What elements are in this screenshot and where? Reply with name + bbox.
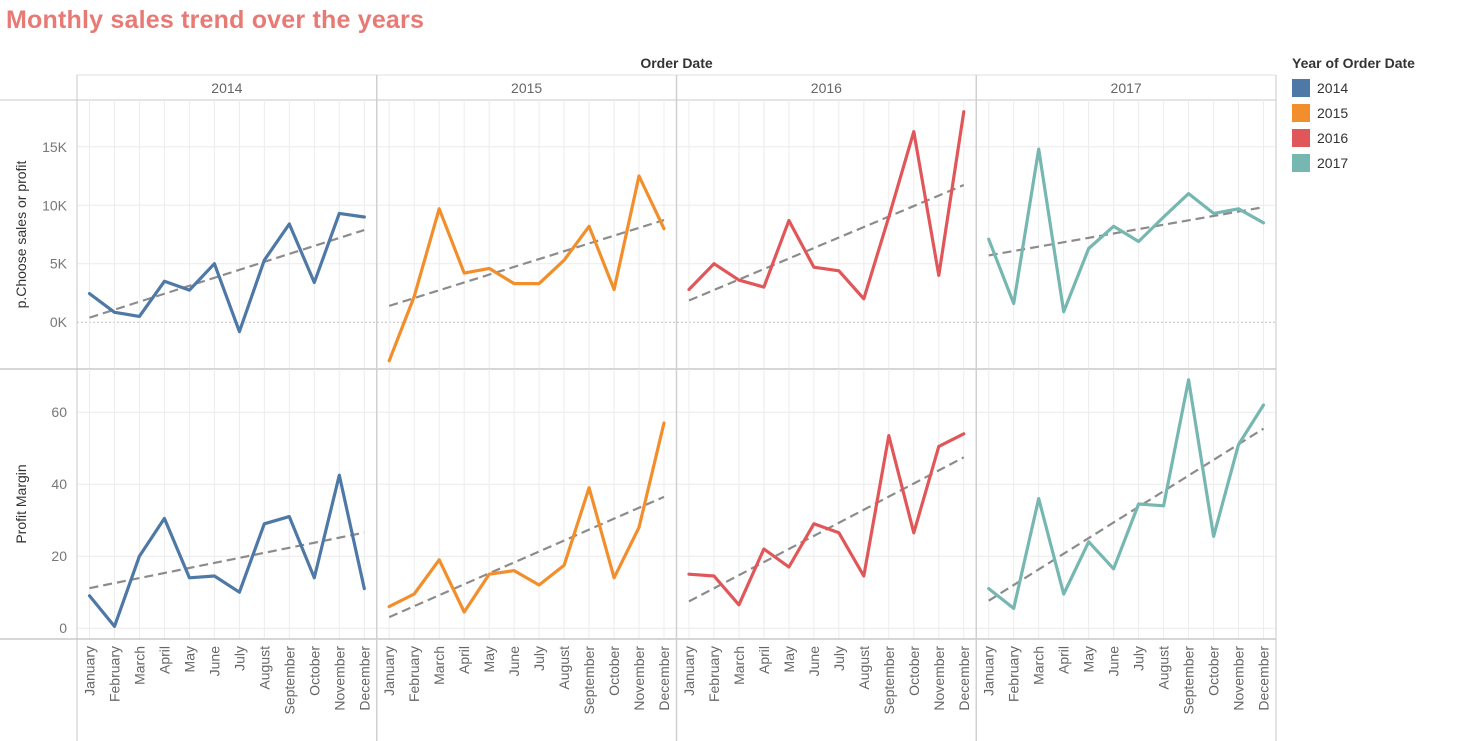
trend-line-2014 [89, 531, 365, 590]
x-tick-label: January [981, 646, 997, 696]
y-tick-label: 5K [50, 256, 68, 272]
series-line-2017 [987, 378, 1266, 611]
trend-line-2017 [988, 427, 1265, 602]
x-tick-label: November [1231, 646, 1247, 711]
x-tick-label: April [756, 646, 772, 674]
x-tick-label: December [656, 646, 672, 711]
y-tick-label: 60 [51, 404, 67, 420]
x-tick-label: June [806, 646, 822, 677]
legend-label: 2015 [1317, 104, 1349, 121]
x-tick-label: August [556, 646, 572, 690]
x-tick-label: May [481, 646, 497, 672]
x-tick-label: July [231, 646, 247, 671]
legend-item-2017[interactable]: 2017 [1292, 150, 1415, 175]
x-tick-label: February [106, 646, 122, 702]
x-tick-label: December [1256, 646, 1272, 711]
chart-area: Order Date 2014 2015 2016 2017 0K 5K 10K 15K p.Ch… [0, 55, 1277, 741]
x-tick-label: April [1056, 646, 1072, 674]
x-tick-label: May [181, 646, 197, 672]
column-header: Order Date [640, 55, 713, 71]
y-tick-label: 15K [42, 139, 68, 155]
legend-swatch [1292, 78, 1310, 97]
x-tick-label: September [1181, 646, 1197, 715]
legend-item-2015[interactable]: 2015 [1292, 100, 1415, 125]
trend-line-2014 [89, 228, 365, 319]
trend-line-2017 [988, 206, 1264, 257]
x-tick-label: June [206, 646, 222, 677]
legend-label: 2014 [1317, 79, 1349, 96]
x-tick-label: October [306, 646, 322, 696]
x-tick-label: October [1206, 646, 1222, 696]
x-tick-label: April [456, 646, 472, 674]
legend: Year of Order Date 2014 2015 2016 2017 [1292, 55, 1415, 175]
trend-line-2015 [388, 218, 665, 307]
series-line-2015 [387, 421, 666, 614]
x-tick-label: January [681, 646, 697, 696]
x-tick-label: May [781, 646, 797, 672]
x-tick-label: April [156, 646, 172, 674]
x-tick-label: September [581, 646, 597, 715]
year-header-2015: 2015 [511, 80, 542, 96]
legend-title: Year of Order Date [1292, 55, 1415, 71]
series-line-2016 [687, 110, 966, 301]
x-tick-label: July [531, 646, 547, 671]
x-tick-label: November [631, 646, 647, 711]
x-tick-label: September [281, 646, 297, 715]
y-tick-label: 10K [42, 197, 68, 213]
y-tick-label: 40 [51, 476, 67, 492]
x-tick-label: June [506, 646, 522, 677]
year-header-2017: 2017 [1111, 80, 1142, 96]
y-tick-label: 20 [51, 548, 67, 564]
x-tick-label: July [831, 646, 847, 671]
x-tick-label: September [881, 646, 897, 715]
x-tick-label: October [906, 646, 922, 696]
x-tick-label: October [606, 646, 622, 696]
legend-label: 2016 [1317, 129, 1349, 146]
legend-label: 2017 [1317, 154, 1349, 171]
x-tick-label: February [706, 646, 722, 702]
legend-item-2014[interactable]: 2014 [1292, 75, 1415, 100]
x-tick-label: August [856, 646, 872, 690]
chart-title: Monthly sales trend over the years [6, 6, 425, 34]
trend-line-2015 [388, 495, 665, 619]
legend-item-2016[interactable]: 2016 [1292, 125, 1415, 150]
legend-swatch [1292, 153, 1310, 172]
series-line-2014 [87, 473, 366, 629]
legend-swatch [1292, 128, 1310, 147]
x-tick-label: March [131, 646, 147, 685]
x-tick-label: August [256, 646, 272, 690]
x-tick-label: November [931, 646, 947, 711]
x-tick-label: February [406, 646, 422, 702]
trend-line-2016 [688, 184, 965, 302]
y-axis-title: p.Choose sales or profit [13, 160, 29, 308]
x-tick-label: March [731, 646, 747, 685]
x-tick-label: August [1156, 646, 1172, 690]
year-header-2016: 2016 [811, 80, 842, 96]
x-tick-label: March [1031, 646, 1047, 685]
x-tick-label: March [431, 646, 447, 685]
y-tick-label: 0K [50, 314, 68, 330]
series-line-2015 [387, 174, 666, 363]
legend-swatch [1292, 103, 1310, 122]
series-line-2016 [687, 432, 966, 607]
x-tick-label: February [1006, 646, 1022, 702]
series-line-2014 [87, 211, 366, 334]
y-tick-label: 0 [59, 620, 67, 636]
year-header-2014: 2014 [211, 80, 242, 96]
x-tick-label: November [331, 646, 347, 711]
x-tick-label: May [1081, 646, 1097, 672]
y-axis-title: Profit Margin [13, 464, 29, 543]
x-tick-label: January [381, 646, 397, 696]
series-line-2017 [987, 147, 1266, 314]
x-tick-label: December [356, 646, 372, 711]
x-tick-label: June [1106, 646, 1122, 677]
x-tick-label: July [1131, 646, 1147, 671]
x-tick-label: January [81, 646, 97, 696]
x-tick-label: December [956, 646, 972, 711]
